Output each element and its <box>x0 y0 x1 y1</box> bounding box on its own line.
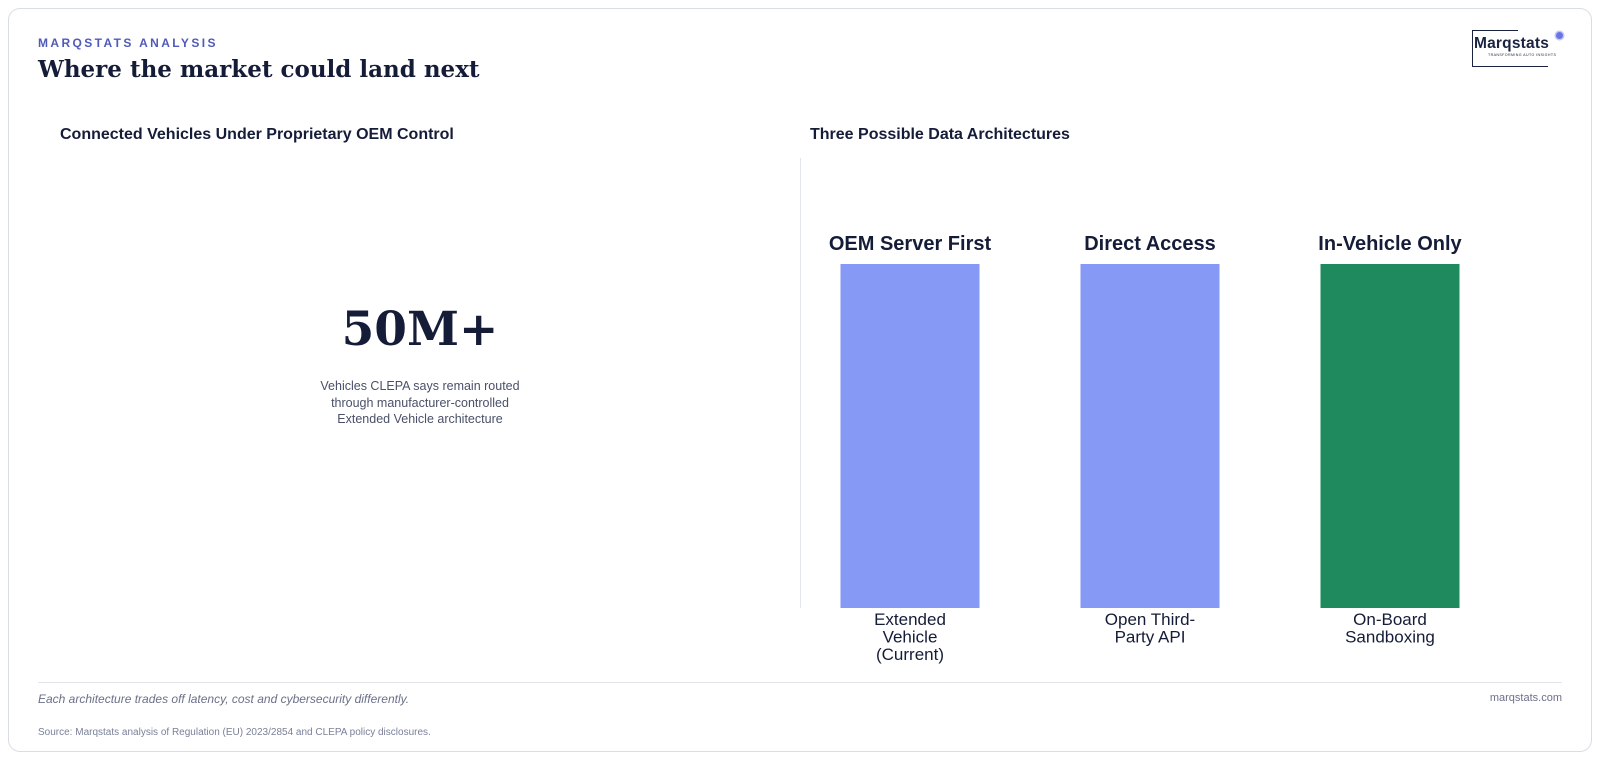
logo-frame <box>1472 30 1518 67</box>
footer-divider <box>38 682 1562 683</box>
logo-frame-underline <box>1518 30 1548 67</box>
panel-divider <box>800 158 801 608</box>
kicker-label: MARQSTATS ANALYSIS <box>38 36 218 50</box>
marqstats-logo: Marqstats TRANSFORMING AUTO INSIGHTS <box>1472 30 1564 68</box>
stat-caption: Vehicles CLEPA says remain routed throug… <box>320 379 520 426</box>
footer-site-link[interactable]: marqstats.com <box>1489 692 1562 704</box>
source-note: Source: Marqstats analysis of Regulation… <box>38 727 431 738</box>
logo-wordmark: Marqstats <box>1474 35 1550 52</box>
footer-note: Each architecture trades off latency, co… <box>38 692 410 706</box>
left-panel-title: Connected Vehicles Under Proprietary OEM… <box>60 126 454 143</box>
page-title: Where the market could land next <box>38 56 480 83</box>
logo-dot-icon <box>1556 32 1563 39</box>
logo-tagline: TRANSFORMING AUTO INSIGHTS <box>1488 53 1557 57</box>
stat-value: 50M+ <box>341 302 499 357</box>
right-panel-title: Three Possible Data Architectures <box>810 126 1070 143</box>
